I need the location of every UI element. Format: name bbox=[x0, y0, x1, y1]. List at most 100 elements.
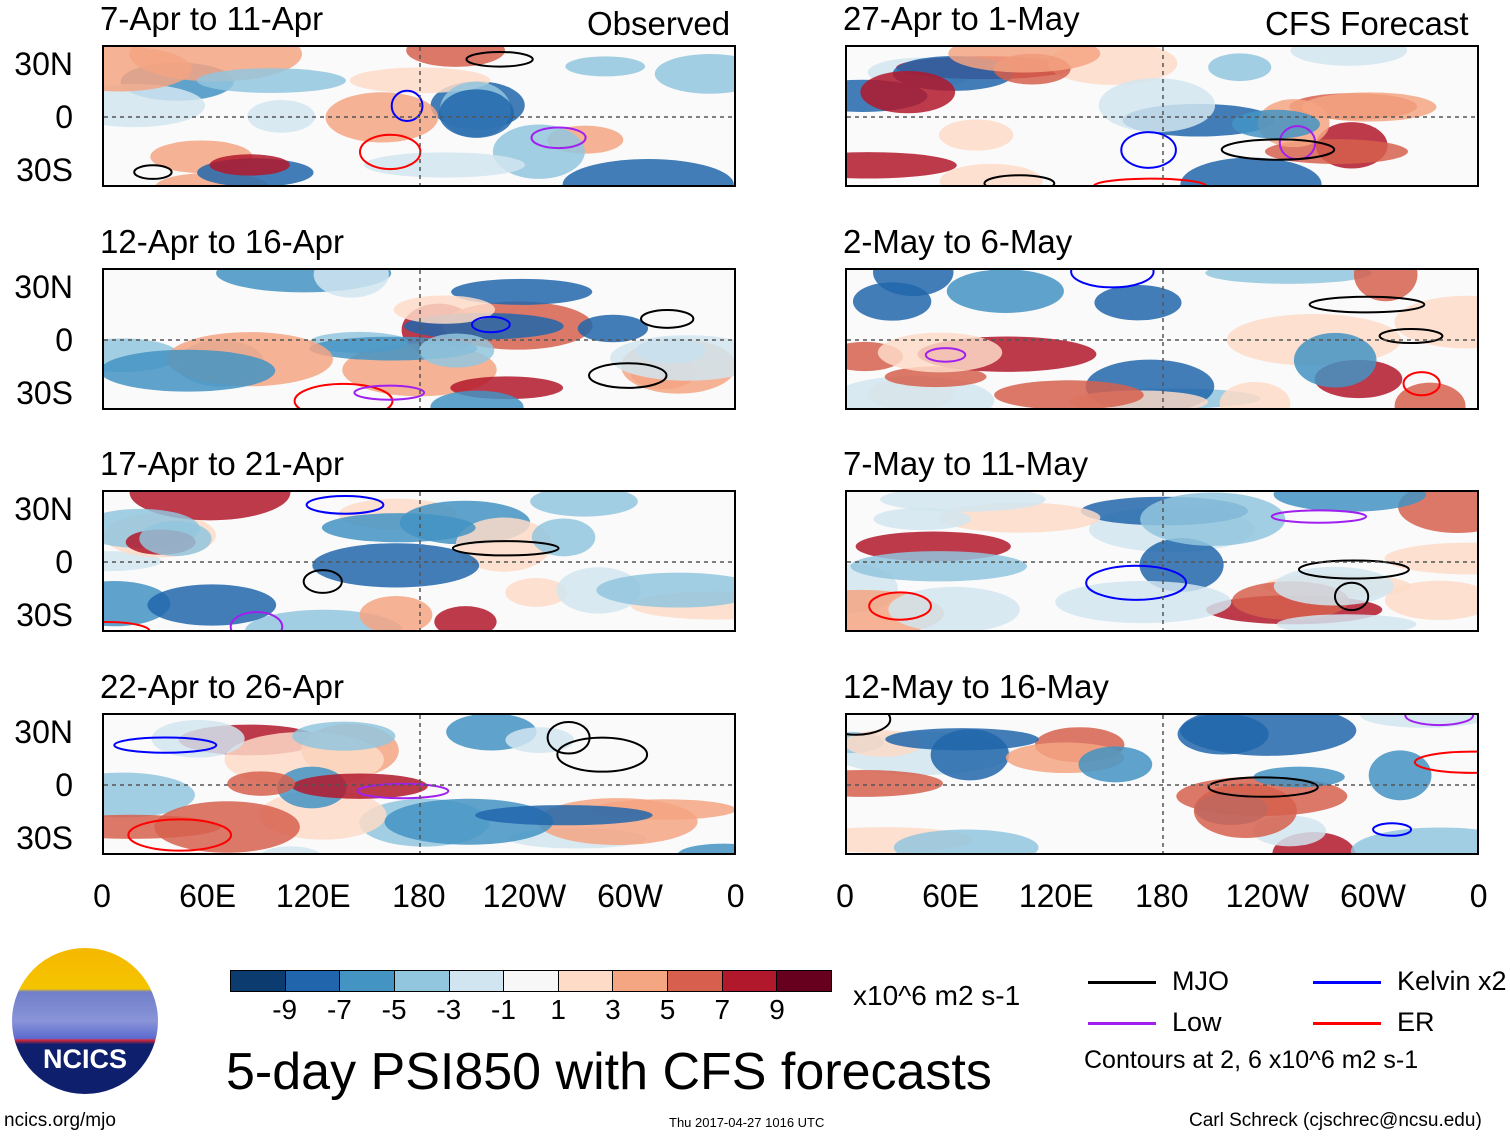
legend-line-mjo bbox=[1088, 981, 1156, 984]
lon-label: 120E bbox=[1018, 878, 1094, 914]
wave-contour bbox=[1333, 581, 1370, 612]
negative-anomaly bbox=[1231, 109, 1320, 139]
wave-contour bbox=[451, 540, 560, 557]
positive-anomaly bbox=[1384, 580, 1477, 621]
map-panel bbox=[845, 45, 1479, 187]
negative-anomaly bbox=[104, 772, 195, 818]
colorbar-tick-label: -5 bbox=[381, 994, 407, 1025]
negative-anomaly bbox=[1273, 566, 1394, 606]
positive-anomaly bbox=[227, 771, 296, 796]
colorbar bbox=[230, 970, 832, 992]
lon-label: 0 bbox=[726, 878, 745, 914]
lon-label: 0 bbox=[93, 878, 111, 914]
lon-label: 60E bbox=[179, 878, 237, 914]
map-panel bbox=[102, 268, 736, 410]
wave-contour bbox=[1120, 131, 1177, 169]
negative-anomaly bbox=[139, 521, 212, 557]
lon-label: 0 bbox=[836, 878, 854, 914]
colorbar-tick-label: -1 bbox=[491, 994, 516, 1025]
wave-contour bbox=[588, 362, 668, 389]
wave-contour bbox=[305, 494, 385, 515]
negative-anomaly bbox=[531, 518, 596, 557]
positive-anomaly bbox=[291, 773, 428, 799]
positive-anomaly bbox=[877, 332, 1003, 373]
negative-anomaly bbox=[475, 805, 653, 826]
wave-contour bbox=[465, 50, 534, 68]
colorbar-tick-label: 1 bbox=[550, 994, 566, 1025]
wave-contour bbox=[1070, 270, 1155, 289]
panel-title: 12-May to 16-May bbox=[843, 668, 1109, 705]
lat-label: 0 bbox=[55, 322, 73, 358]
colorbar-swatch bbox=[394, 971, 450, 991]
header-label: Observed bbox=[587, 5, 731, 42]
negative-anomaly bbox=[147, 584, 277, 626]
positive-anomaly bbox=[406, 47, 505, 67]
logo-text: NCICS bbox=[42, 1044, 127, 1074]
anomaly-field bbox=[847, 47, 1477, 185]
positive-anomaly bbox=[939, 163, 1043, 185]
negative-anomaly bbox=[505, 727, 574, 754]
colorbar-tick-label: 9 bbox=[769, 994, 785, 1025]
map-panel bbox=[102, 45, 736, 187]
wave-contour bbox=[1402, 371, 1441, 397]
panel-title: 22-Apr to 26-Apr bbox=[100, 668, 344, 705]
negative-anomaly bbox=[577, 314, 649, 343]
negative-anomaly bbox=[1205, 270, 1372, 284]
wave-contour bbox=[924, 347, 967, 363]
negative-anomaly bbox=[261, 846, 320, 853]
contour-note: Contours at 2, 6 x10^6 m2 s-1 bbox=[1084, 1046, 1419, 1074]
negative-anomaly bbox=[1253, 766, 1345, 788]
negative-anomaly bbox=[1139, 538, 1224, 592]
negative-anomaly bbox=[1098, 78, 1216, 133]
colorbar-swatch bbox=[504, 971, 559, 991]
chart-title: 5-day PSI850 with CFS forecasts bbox=[226, 1043, 992, 1101]
colorbar-swatch bbox=[449, 971, 505, 991]
wave-contour bbox=[546, 720, 591, 755]
wave-contour bbox=[1413, 750, 1477, 774]
negative-anomaly bbox=[565, 56, 646, 77]
panel-title: 12-Apr to 16-Apr bbox=[100, 223, 344, 260]
negative-anomaly bbox=[438, 89, 514, 138]
lat-label: 30N bbox=[14, 714, 73, 750]
positive-anomaly bbox=[325, 92, 439, 143]
wave-contour bbox=[356, 782, 450, 800]
lon-label: 120W bbox=[482, 878, 567, 914]
units-label: x10^6 m2 s-1 bbox=[853, 980, 1021, 1011]
lat-label: 30S bbox=[16, 597, 73, 633]
colorbar-tick-label: 3 bbox=[605, 994, 621, 1025]
negative-anomaly bbox=[873, 507, 972, 531]
wave-contour bbox=[127, 818, 233, 852]
wave-contour bbox=[1085, 564, 1188, 601]
wave-contour bbox=[104, 620, 151, 630]
positive-anomaly bbox=[434, 606, 497, 630]
positive-anomaly bbox=[1301, 92, 1437, 122]
colorbar-swatch bbox=[722, 971, 778, 991]
negative-anomaly bbox=[196, 68, 346, 93]
positive-anomaly bbox=[860, 70, 956, 114]
lat-label: 30S bbox=[16, 375, 73, 411]
colorbar-swatch bbox=[777, 971, 832, 991]
wave-contour bbox=[1270, 509, 1368, 524]
negative-anomaly bbox=[313, 270, 389, 298]
negative-anomaly bbox=[1078, 746, 1153, 783]
wave-contour bbox=[229, 611, 284, 630]
wave-contour bbox=[1220, 138, 1336, 161]
wave-contour bbox=[847, 715, 892, 736]
negative-anomaly bbox=[1360, 715, 1477, 728]
wave-contour bbox=[983, 174, 1056, 185]
negative-anomaly bbox=[1055, 580, 1232, 624]
negative-anomaly bbox=[312, 543, 480, 588]
negative-anomaly bbox=[104, 349, 276, 392]
colorbar-tick-label: -9 bbox=[272, 994, 298, 1025]
footer-credit: Carl Schreck (cjschrec@ncsu.edu) bbox=[1189, 1110, 1482, 1131]
wave-contour bbox=[302, 569, 343, 594]
lon-label: 60W bbox=[597, 878, 663, 914]
colorbar-swatch bbox=[285, 971, 341, 991]
positive-anomaly bbox=[994, 380, 1144, 408]
wave-contour bbox=[133, 164, 173, 180]
positive-anomaly bbox=[104, 47, 192, 92]
panel-title: 7-Apr to 11-Apr bbox=[100, 0, 324, 37]
positive-anomaly bbox=[1353, 270, 1418, 302]
wave-contour bbox=[353, 384, 426, 401]
